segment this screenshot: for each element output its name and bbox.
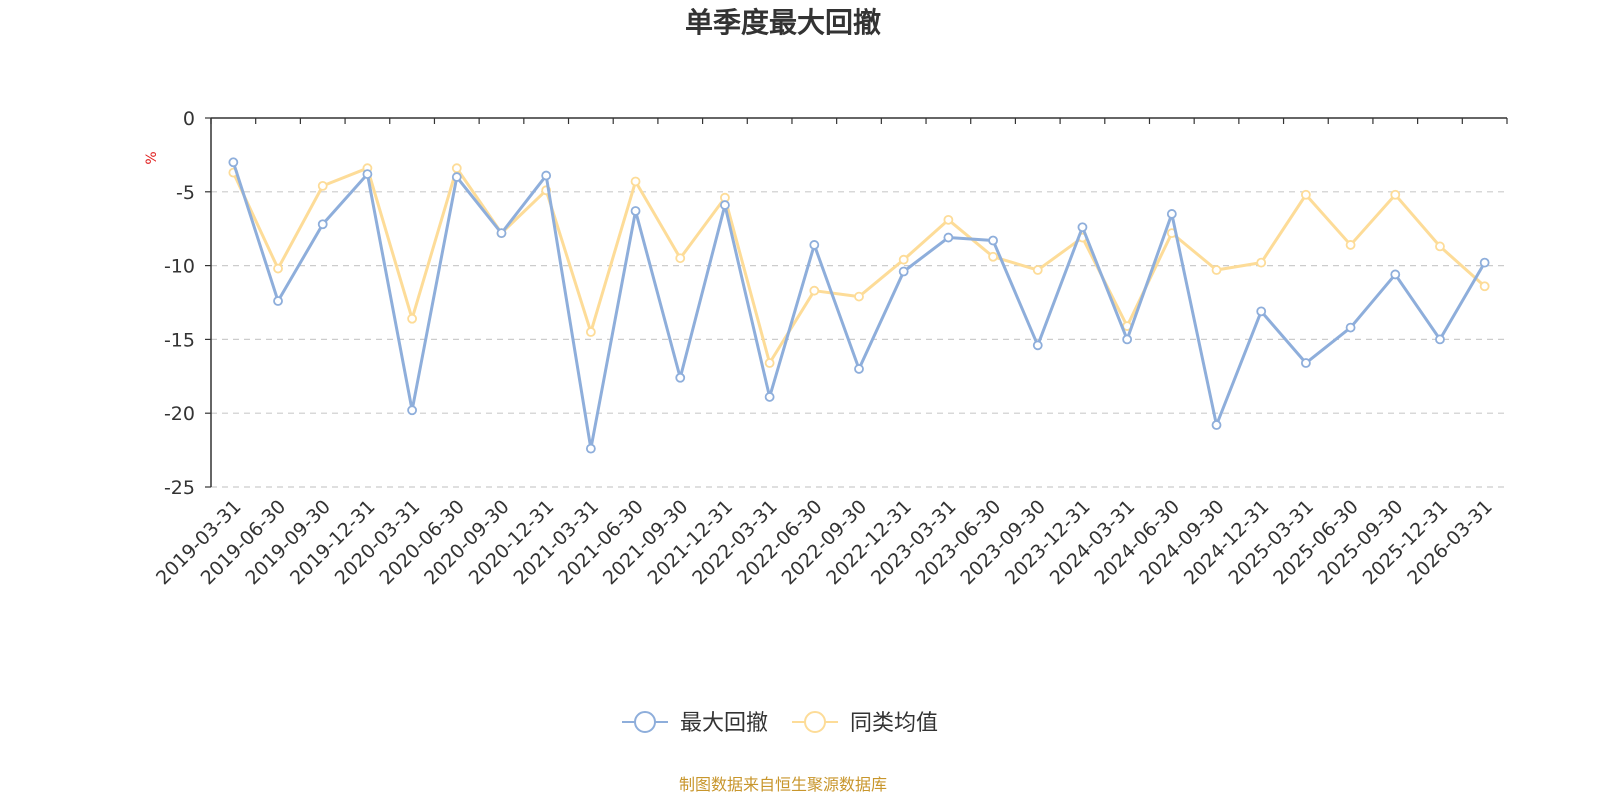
data-point — [1390, 269, 1401, 280]
y-tick-label: -25 — [164, 477, 195, 499]
data-source-footer: 制图数据来自恒生聚源数据库 — [679, 775, 887, 794]
data-point — [317, 180, 328, 191]
data-point — [273, 263, 283, 274]
chart-title: 单季度最大回撤 — [685, 6, 881, 39]
data-point — [1032, 265, 1043, 275]
data-point — [764, 358, 775, 368]
legend-label: 同类均值 — [850, 711, 938, 736]
axes — [210, 117, 1508, 487]
y-tick-labels: 0 -5 -10 -15 -20 -25 — [164, 108, 195, 499]
y-tick-label: -10 — [164, 256, 195, 278]
series-1 — [228, 157, 1490, 454]
legend[interactable]: 最大回撤 同类均值 — [622, 711, 938, 736]
data-point — [898, 266, 909, 277]
series-2 — [228, 163, 1490, 368]
y-axis-unit: % — [144, 151, 160, 164]
data-point — [630, 206, 641, 216]
data-point — [675, 253, 686, 264]
data-point — [496, 228, 507, 239]
data-point — [541, 170, 552, 181]
data-point — [1435, 334, 1445, 345]
data-point — [1300, 189, 1311, 200]
data-point — [1479, 257, 1490, 268]
data-point — [898, 254, 909, 265]
legend-marker — [804, 711, 827, 733]
data-point — [1479, 281, 1490, 292]
legend-item-1[interactable]: 最大回撤 — [622, 711, 768, 736]
data-point — [854, 364, 864, 374]
data-point — [1435, 241, 1445, 252]
data-point — [1345, 240, 1356, 250]
data-point — [809, 285, 820, 296]
data-point — [585, 443, 596, 454]
data-point — [988, 251, 998, 262]
data-point — [720, 200, 730, 210]
data-point — [943, 214, 954, 225]
data-point — [451, 163, 462, 174]
data-point — [854, 291, 864, 302]
data-point — [764, 392, 775, 402]
x-tick-labels: 2019-03-312019-06-302019-09-302019-12-31… — [152, 496, 1497, 590]
data-point — [1077, 222, 1088, 233]
data-point — [675, 372, 686, 383]
y-tick-label: -5 — [176, 182, 195, 204]
series-line — [231, 161, 1486, 451]
y-tick-label: 0 — [183, 108, 195, 130]
data-point — [630, 176, 641, 187]
data-point — [1345, 322, 1356, 333]
legend-marker — [634, 711, 656, 733]
data-point — [228, 157, 239, 168]
legend-label: 最大回撤 — [680, 711, 768, 736]
data-point — [988, 235, 998, 246]
series-layer — [228, 157, 1490, 454]
data-point — [1256, 306, 1267, 317]
data-point — [809, 240, 820, 250]
data-point — [1166, 209, 1177, 219]
data-point — [451, 172, 462, 182]
y-tick-label: -20 — [164, 403, 195, 425]
data-point — [1211, 265, 1222, 275]
data-point — [317, 219, 328, 230]
legend-item-2[interactable]: 同类均值 — [792, 711, 938, 736]
data-point — [273, 296, 283, 306]
data-point — [1122, 334, 1133, 345]
data-point — [1390, 189, 1401, 200]
data-point — [1300, 358, 1311, 368]
data-point — [1256, 257, 1267, 268]
data-point — [362, 169, 373, 179]
grid-lines — [205, 117, 1507, 488]
data-point — [943, 232, 954, 243]
data-point — [407, 405, 418, 416]
data-point — [1211, 420, 1222, 430]
data-point — [407, 313, 418, 324]
y-tick-label: -15 — [164, 329, 195, 351]
data-point — [585, 327, 596, 337]
data-point — [1032, 340, 1043, 351]
